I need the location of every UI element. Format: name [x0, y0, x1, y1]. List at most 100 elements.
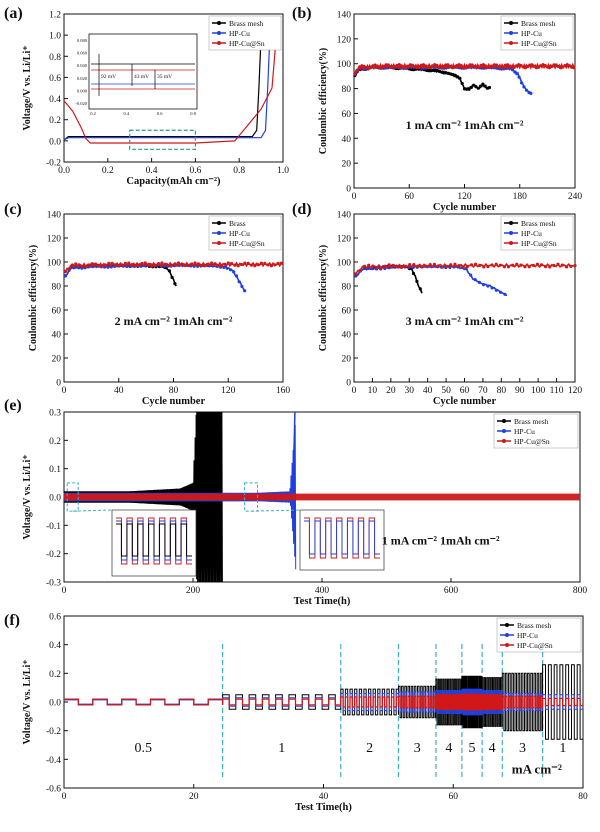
inset-series — [116, 523, 192, 557]
data-point — [473, 278, 477, 282]
y-tick-label: 20 — [342, 355, 352, 365]
data-point — [522, 85, 526, 89]
data-point — [412, 263, 416, 267]
legend-entry: HP-Cu@Sn — [514, 437, 550, 446]
data-point — [531, 263, 535, 267]
data-point — [143, 261, 147, 265]
x-tick-label: 40 — [114, 386, 124, 396]
data-point — [487, 86, 491, 90]
data-point — [367, 263, 371, 267]
data-point — [353, 72, 357, 76]
legend-entry: HP-Cu — [521, 229, 542, 238]
data-point — [220, 264, 224, 268]
data-point — [150, 264, 154, 268]
data-point — [90, 262, 94, 266]
x-tick-label: 160 — [276, 386, 291, 396]
data-point — [363, 264, 367, 268]
inset-y-tick-label: 0.000 — [77, 88, 88, 93]
data-point — [117, 264, 121, 268]
y-axis-label: Coulombic efficiency(%) — [28, 245, 39, 351]
plot-frame — [63, 13, 284, 163]
x-tick-label: 800 — [573, 586, 588, 596]
data-point — [166, 264, 171, 268]
data-point — [393, 65, 397, 69]
y-tick-label: 100 — [337, 259, 352, 269]
data-point — [229, 268, 233, 272]
panel-1: 0 60 120 180 240 0 20 40 60 80 100 120 140 Cycle numb… — [292, 5, 582, 213]
y-tick-label: -0.4 — [46, 756, 61, 766]
x-tick-label: 0.0 — [58, 166, 70, 176]
y-tick-label: 80 — [342, 85, 352, 95]
rate-label: 3 — [519, 741, 526, 756]
y-tick-label: 40 — [342, 331, 352, 341]
y-tick-label: -0.2 — [46, 550, 61, 560]
inset-x-tick-label: 0.2 — [90, 111, 96, 116]
x-tick-label: 60 — [449, 792, 459, 802]
data-point — [203, 264, 207, 268]
legend-marker — [502, 439, 506, 443]
data-point — [279, 261, 283, 265]
data-point — [572, 66, 576, 70]
inset-series — [304, 520, 380, 555]
data-point — [428, 263, 432, 267]
y-tick-label: 0.2 — [49, 670, 61, 680]
data-point — [216, 263, 220, 267]
data-point — [384, 63, 388, 67]
y-tick-label: 20 — [342, 160, 352, 170]
y-tick-label: 0 — [346, 185, 351, 195]
legend-entry: Brass mesh — [229, 19, 264, 28]
data-point — [120, 263, 124, 267]
legend-marker — [509, 221, 513, 225]
panel-4: 0 200 400 600 800 -0.3 -0.2 -0.1 0.0 0.1 0.2 0.3 Tes… — [4, 397, 587, 607]
data-point — [399, 64, 404, 68]
data-point — [486, 265, 490, 269]
legend-entry: Brass mesh — [517, 621, 552, 630]
y-tick-label: 0.4 — [49, 641, 61, 651]
x-axis-label: Test Time(h) — [295, 802, 352, 813]
legend-marker — [217, 241, 221, 245]
data-point — [269, 264, 273, 268]
legend-entry: HP-Cu — [229, 29, 250, 38]
legend-marker — [509, 31, 513, 35]
series-line — [355, 265, 423, 294]
panel-letter: (e) — [4, 397, 22, 414]
data-point — [63, 274, 67, 278]
panel-letter: (c) — [4, 201, 22, 218]
data-point — [449, 263, 453, 267]
x-axis-label: Test Time(h) — [294, 596, 351, 607]
inset-y-tick-label: 0.040 — [77, 63, 88, 68]
data-point — [223, 262, 227, 266]
data-point — [107, 261, 111, 265]
y-tick-label: -0.3 — [46, 579, 61, 589]
data-point — [358, 268, 362, 273]
data-point — [536, 65, 541, 69]
legend-entry: HP-Cu@Sn — [521, 39, 557, 48]
data-point — [441, 65, 446, 69]
hpcu-spike — [292, 411, 296, 492]
legend-entry: HP-Cu — [517, 631, 538, 640]
x-tick-label: 80 — [169, 386, 179, 396]
data-point — [569, 264, 573, 268]
data-point — [506, 265, 511, 269]
data-point — [494, 288, 498, 292]
series-line — [64, 693, 583, 711]
data-point — [474, 262, 478, 266]
series-line — [64, 263, 246, 292]
y-tick-label: 1.0 — [49, 32, 61, 42]
y-tick-label: -0.2 — [46, 159, 61, 169]
x-tick-label: 120 — [568, 386, 583, 396]
data-point — [230, 262, 234, 266]
y-tick-label: 100 — [337, 60, 352, 70]
data-point — [448, 265, 452, 269]
y-tick-label: 0.4 — [49, 95, 61, 105]
data-point — [515, 72, 519, 76]
data-point — [539, 263, 544, 267]
data-point — [478, 263, 482, 267]
y-tick-label: 0.2 — [49, 116, 61, 126]
data-point — [386, 63, 390, 67]
hpcusn-band — [64, 493, 580, 501]
data-point — [180, 262, 184, 266]
